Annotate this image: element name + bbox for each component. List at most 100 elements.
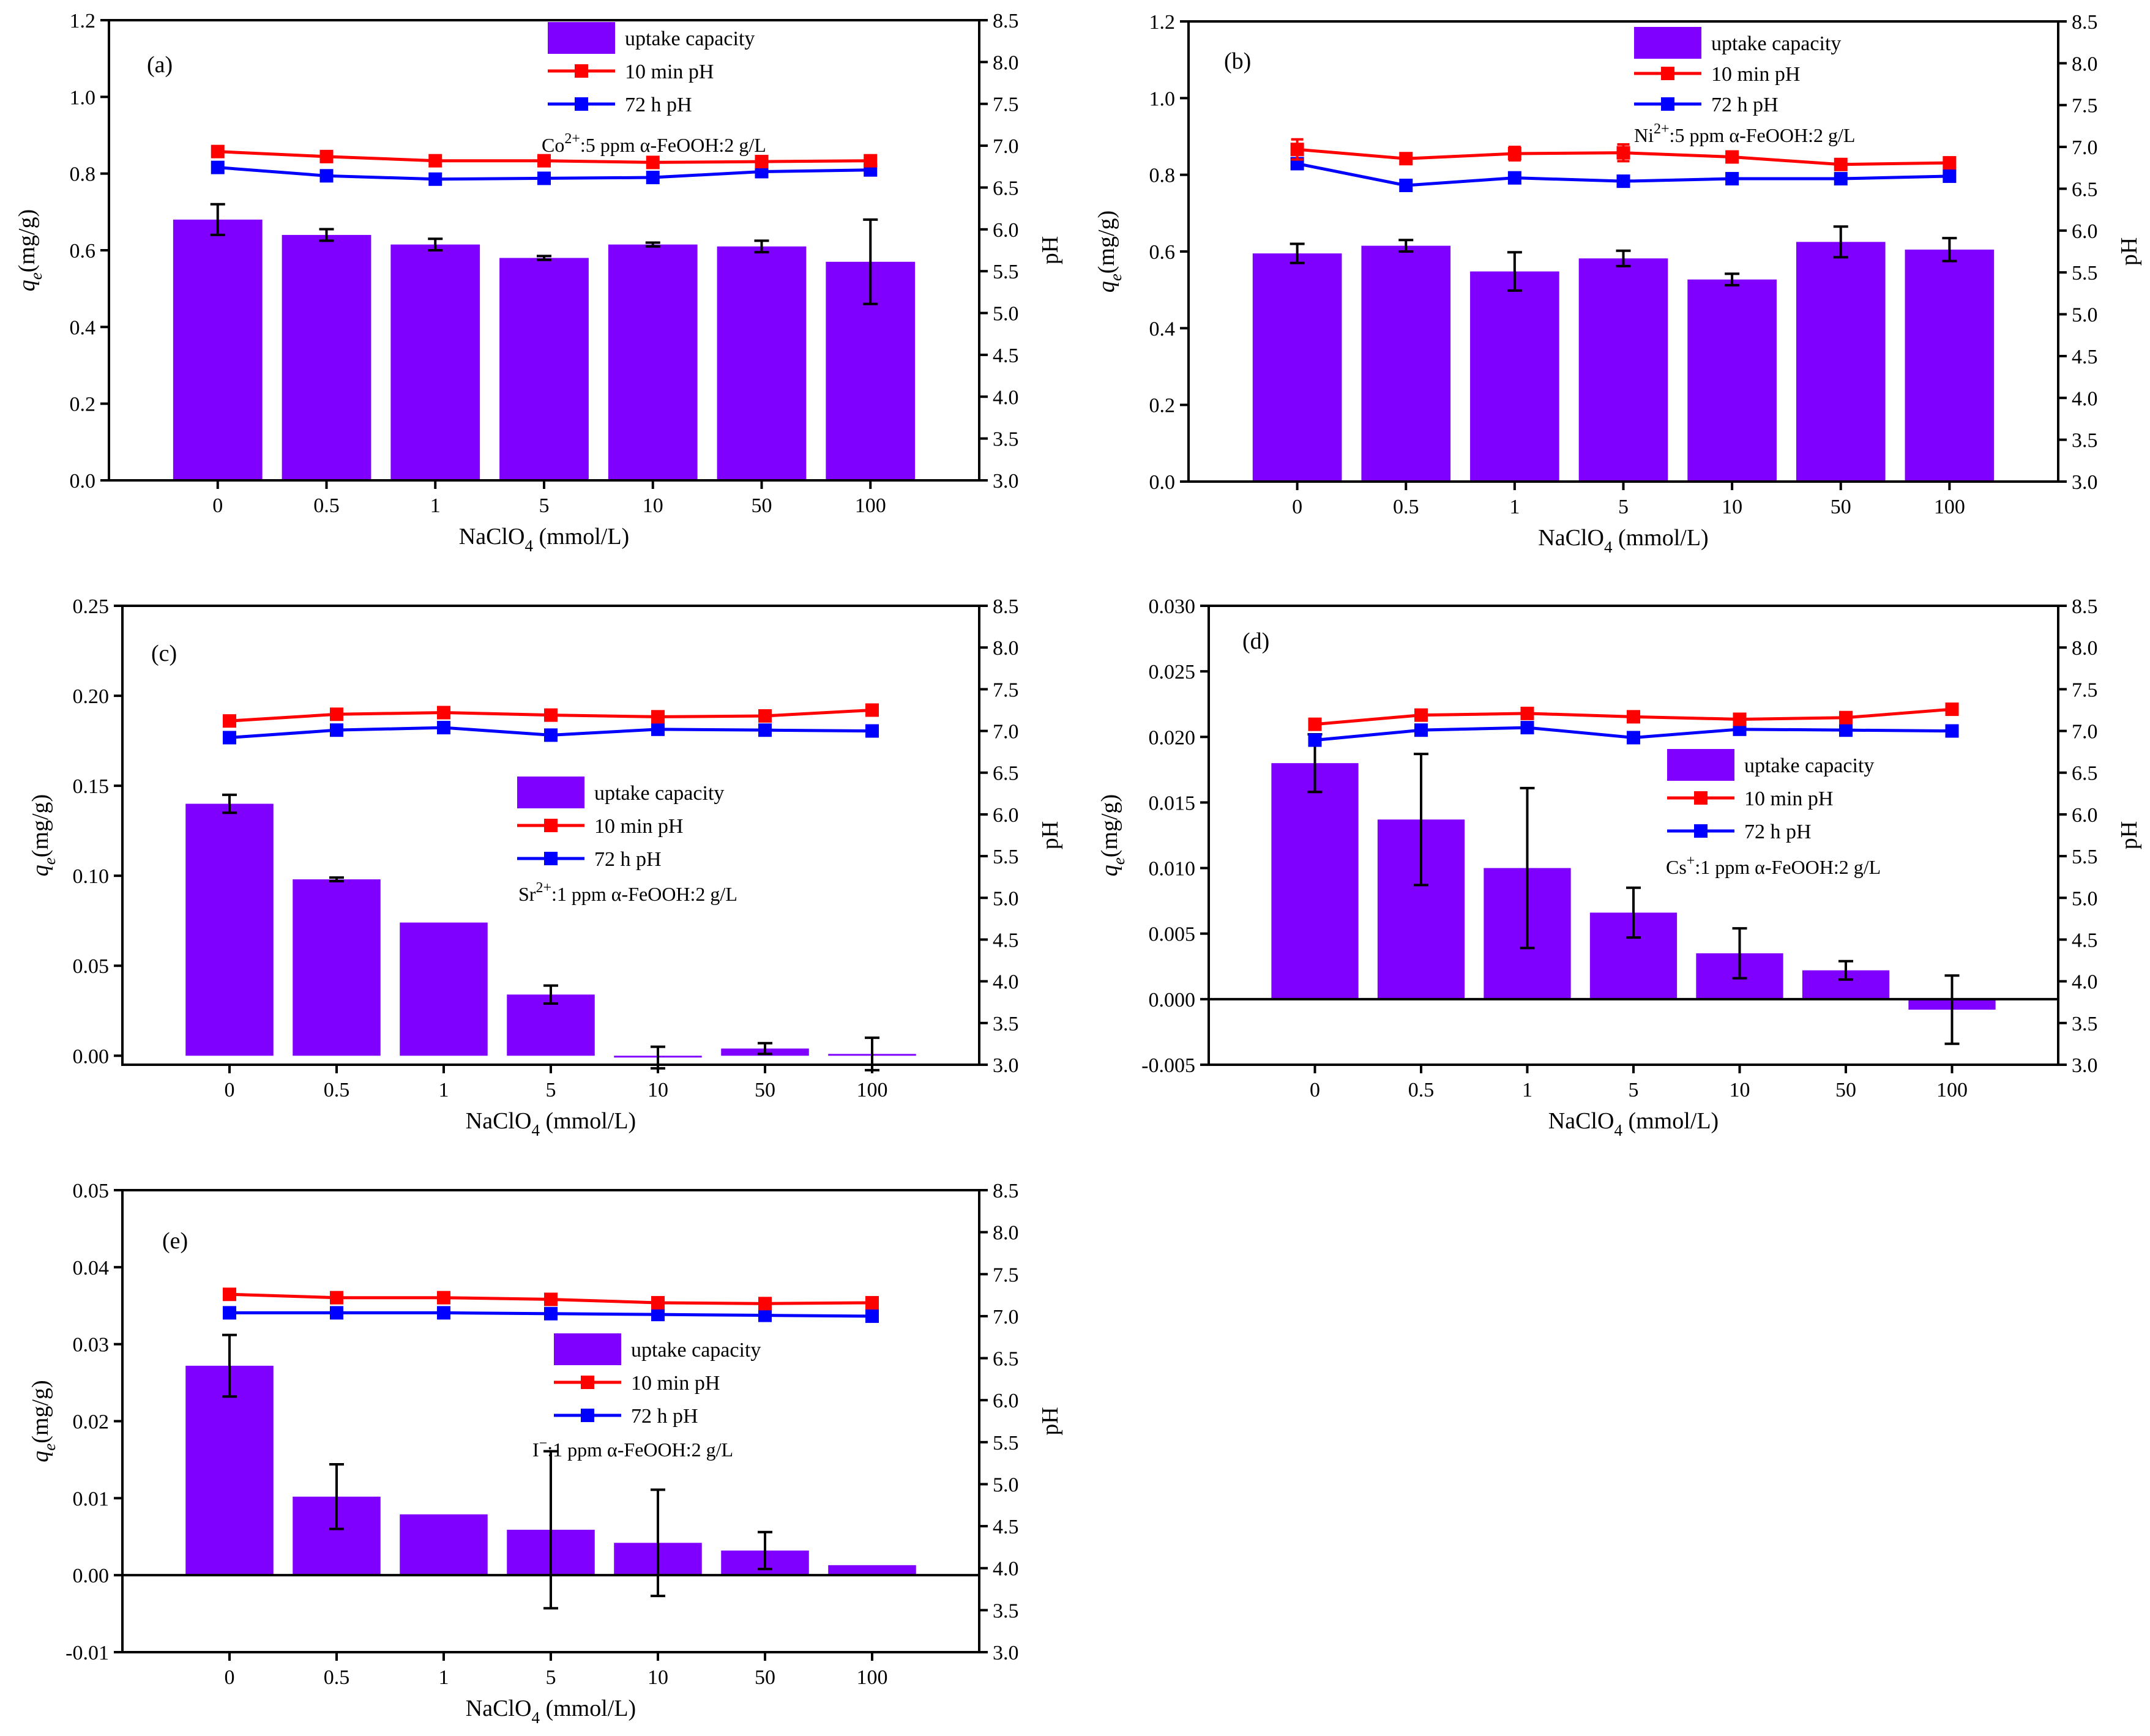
- xtick-label-b-2: 1: [1509, 496, 1520, 518]
- xtick-label-c-2: 1: [439, 1079, 449, 1101]
- legend-entry-1: 10 min pH: [625, 61, 714, 83]
- y-axis-label-unit: (mg/g): [14, 209, 40, 272]
- y2-axis-label-b: pH: [2116, 237, 2142, 266]
- marker-72h-e-6: [865, 1309, 879, 1323]
- marker-10min-c-4: [651, 710, 665, 724]
- marker-72h-a-2: [428, 172, 442, 186]
- y2tick-label-a-9: 7.5: [993, 94, 1019, 116]
- y2tick-label-d-10: 8.0: [2072, 637, 2098, 660]
- ytick-label-c-3: 0.15: [73, 775, 110, 798]
- ytick-label-c-4: 0.20: [73, 685, 110, 708]
- y2tick-label-b-0: 3.0: [2072, 471, 2098, 494]
- annotation-charge: +: [1687, 853, 1695, 869]
- legend-entry-0: uptake capacity: [625, 28, 755, 50]
- ytick-label-a-3: 0.6: [70, 240, 96, 263]
- x-axis-label-c: NaClO4 (mmol/L): [466, 1108, 636, 1139]
- legend-entry-2: 72 h pH: [1744, 821, 1812, 843]
- marker-10min-b-0: [1290, 143, 1304, 157]
- marker-72h-a-4: [646, 171, 660, 185]
- y2tick-label-e-9: 7.5: [993, 1264, 1019, 1286]
- y2tick-label-b-1: 3.5: [2072, 430, 2098, 452]
- marker-10min-a-5: [755, 155, 769, 169]
- y2tick-label-c-11: 8.5: [993, 595, 1019, 618]
- x-axis-label-main: NaClO: [466, 1696, 532, 1721]
- y2tick-label-d-5: 5.5: [2072, 846, 2098, 868]
- xtick-label-a-0: 0: [212, 494, 223, 517]
- legend-entry-0: uptake capacity: [1744, 754, 1874, 777]
- legend-swatch-marker-1: [581, 1376, 594, 1389]
- ytick-label-d-3: 0.010: [1149, 858, 1196, 881]
- legend-d: uptake capacity 10 min pH 72 h pH: [1667, 749, 1874, 843]
- legend-swatch-marker-1: [544, 819, 558, 832]
- marker-10min-a-0: [211, 144, 225, 158]
- y2tick-label-d-6: 6.0: [2072, 804, 2098, 827]
- y2tick-label-b-3: 4.5: [2072, 346, 2098, 368]
- xtick-label-b-0: 0: [1292, 496, 1302, 518]
- x-axis-label-sub: 4: [1604, 538, 1613, 556]
- y2tick-label-c-6: 6.0: [993, 804, 1019, 827]
- annotation-e: I−:1 ppm α-FeOOH:2 g/L: [532, 1436, 733, 1461]
- marker-10min-d-1: [1414, 708, 1428, 722]
- y2tick-label-b-8: 7.0: [2072, 136, 2098, 159]
- y-axis-label-sub: e: [1107, 274, 1125, 281]
- xtick-label-c-1: 0.5: [324, 1079, 350, 1101]
- y-axis-label-sub: e: [40, 1444, 59, 1451]
- y-axis-label-a: qe(mg/g): [14, 209, 45, 291]
- y2tick-label-d-4: 5.0: [2072, 887, 2098, 910]
- marker-10min-b-3: [1616, 146, 1630, 160]
- bar-a-1: [282, 234, 371, 480]
- marker-72h-b-5: [1834, 172, 1848, 186]
- marker-72h-d-0: [1308, 733, 1322, 747]
- xtick-label-c-6: 100: [857, 1079, 888, 1101]
- legend-swatch-marker-2: [1661, 97, 1674, 111]
- marker-72h-a-0: [211, 160, 225, 174]
- marker-10min-b-1: [1399, 152, 1413, 166]
- bar-a-2: [390, 244, 480, 480]
- marker-10min-a-4: [646, 155, 660, 170]
- y-axis-label-unit: (mg/g): [28, 1380, 53, 1443]
- ytick-label-e-3: 0.02: [73, 1411, 110, 1434]
- ytick-label-b-0: 0.0: [1149, 471, 1176, 494]
- legend-c: uptake capacity 10 min pH 72 h pH: [517, 777, 724, 871]
- ytick-label-b-4: 0.8: [1149, 165, 1176, 187]
- marker-72h-c-3: [544, 728, 558, 742]
- ytick-label-d-6: 0.025: [1149, 661, 1196, 684]
- ytick-label-a-6: 1.2: [70, 10, 96, 32]
- marker-72h-b-4: [1725, 172, 1739, 186]
- panel-label-b: (b): [1224, 48, 1251, 74]
- y2tick-label-b-6: 6.0: [2072, 220, 2098, 243]
- legend-entry-2: 72 h pH: [631, 1405, 698, 1428]
- y2tick-label-a-7: 6.5: [993, 177, 1019, 199]
- marker-10min-c-0: [223, 714, 236, 728]
- ytick-label-a-4: 0.8: [70, 163, 96, 186]
- y2tick-label-c-7: 6.5: [993, 762, 1019, 785]
- y2-axis-label-d: pH: [2116, 821, 2142, 849]
- xtick-label-a-6: 100: [855, 494, 886, 517]
- marker-10min-e-5: [758, 1297, 772, 1311]
- y2tick-label-a-2: 4.0: [993, 386, 1019, 409]
- chart-panel-a: 0.0 0.2 0.4 0.6 0.8 1.0 1.2 3.0 3.5 4.0 4.5 5.0 5.5 6…: [14, 10, 1063, 555]
- annotation-conditions: :1 ppm α-FeOOH:2 g/L: [551, 883, 737, 905]
- y-axis-label-c: qe(mg/g): [28, 794, 59, 876]
- ytick-label-c-0: 0.00: [73, 1045, 110, 1068]
- bar-e-6: [828, 1565, 916, 1576]
- x-axis-label-main: NaClO: [466, 1108, 532, 1134]
- marker-72h-d-3: [1627, 731, 1640, 745]
- legend-a: uptake capacity 10 min pH 72 h pH: [548, 22, 755, 116]
- y-axis-label-var: q: [28, 1451, 53, 1462]
- y2tick-label-d-3: 4.5: [2072, 929, 2098, 952]
- y2tick-label-e-10: 8.0: [993, 1222, 1019, 1245]
- legend-entry-2: 72 h pH: [594, 848, 662, 871]
- legend-entry-2: 72 h pH: [625, 94, 692, 116]
- y2tick-label-b-10: 8.0: [2072, 53, 2098, 75]
- bar-d-0: [1271, 763, 1359, 999]
- y2tick-label-e-6: 6.0: [993, 1390, 1019, 1412]
- annotation-c: Sr2+:1 ppm α-FeOOH:2 g/L: [518, 880, 737, 905]
- marker-72h-c-2: [437, 721, 450, 735]
- marker-10min-c-5: [758, 709, 772, 723]
- x-axis-label-e: NaClO4 (mmol/L): [466, 1696, 636, 1727]
- x-axis-label-main: NaClO: [1548, 1108, 1614, 1134]
- xtick-label-d-6: 100: [1936, 1079, 1968, 1101]
- legend-entry-1: 10 min pH: [631, 1372, 720, 1395]
- ytick-label-c-2: 0.10: [73, 865, 110, 888]
